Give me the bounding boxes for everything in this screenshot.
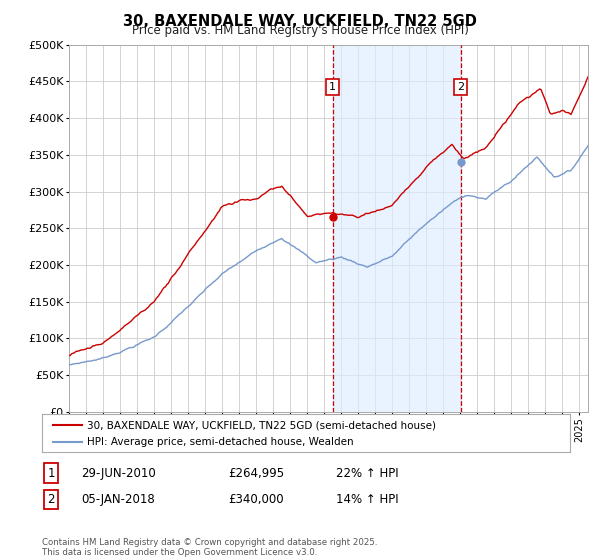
Text: 30, BAXENDALE WAY, UCKFIELD, TN22 5GD: 30, BAXENDALE WAY, UCKFIELD, TN22 5GD bbox=[123, 14, 477, 29]
Text: 2: 2 bbox=[47, 493, 55, 506]
Text: 2: 2 bbox=[457, 82, 464, 92]
Text: Price paid vs. HM Land Registry's House Price Index (HPI): Price paid vs. HM Land Registry's House … bbox=[131, 24, 469, 37]
Text: HPI: Average price, semi-detached house, Wealden: HPI: Average price, semi-detached house,… bbox=[87, 437, 353, 447]
Text: 29-JUN-2010: 29-JUN-2010 bbox=[81, 466, 156, 480]
Text: £340,000: £340,000 bbox=[228, 493, 284, 506]
Text: 05-JAN-2018: 05-JAN-2018 bbox=[81, 493, 155, 506]
Text: £264,995: £264,995 bbox=[228, 466, 284, 480]
Text: 22% ↑ HPI: 22% ↑ HPI bbox=[336, 466, 398, 480]
Text: 14% ↑ HPI: 14% ↑ HPI bbox=[336, 493, 398, 506]
Text: 1: 1 bbox=[329, 82, 336, 92]
Text: 30, BAXENDALE WAY, UCKFIELD, TN22 5GD (semi-detached house): 30, BAXENDALE WAY, UCKFIELD, TN22 5GD (s… bbox=[87, 420, 436, 430]
Bar bbox=[332, 45, 461, 412]
Text: Contains HM Land Registry data © Crown copyright and database right 2025.
This d: Contains HM Land Registry data © Crown c… bbox=[42, 538, 377, 557]
Text: 1: 1 bbox=[47, 466, 55, 480]
